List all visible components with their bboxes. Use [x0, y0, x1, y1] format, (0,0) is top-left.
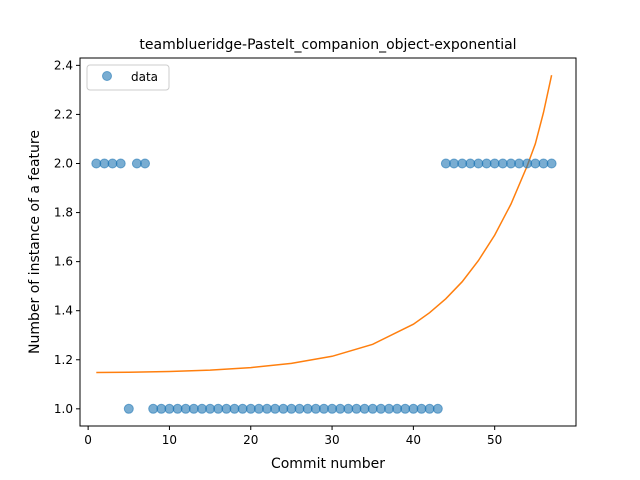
data-point — [546, 158, 557, 169]
data-point — [473, 158, 484, 169]
y-tick-label: 1.0 — [54, 402, 73, 416]
data-point — [188, 403, 199, 414]
data-point — [449, 158, 459, 169]
legend-marker-data — [102, 71, 112, 81]
data-point — [432, 403, 443, 414]
data-point — [530, 158, 541, 169]
data-point — [140, 158, 150, 169]
y-axis-label: Number of instance of a feature — [27, 130, 43, 354]
data-point — [318, 403, 329, 414]
x-axis-label: Commit number — [271, 456, 385, 472]
plot-area — [79, 57, 577, 427]
data-point — [343, 403, 354, 414]
y-tick-label: 2.0 — [54, 156, 73, 170]
data-point — [115, 158, 126, 169]
x-tick-label: 10 — [162, 433, 177, 447]
scatter-layer — [91, 158, 557, 414]
data-point — [270, 403, 281, 414]
data-point — [424, 403, 435, 414]
x-tick-label: 50 — [487, 433, 502, 447]
x-tick-label: 0 — [84, 433, 92, 447]
x-tick-label: 30 — [324, 433, 339, 447]
y-tick-label: 2.4 — [54, 58, 73, 72]
data-point — [123, 403, 134, 414]
data-point — [107, 158, 118, 169]
x-tick-label: 40 — [406, 433, 421, 447]
x-tick-label: 20 — [243, 433, 258, 447]
legend-label-data: data — [131, 70, 158, 84]
data-point — [164, 403, 175, 414]
y-tick-label: 1.6 — [54, 255, 73, 269]
y-tick-label: 1.4 — [54, 304, 73, 318]
data-point — [213, 403, 224, 414]
y-tick-label: 1.8 — [54, 206, 73, 220]
data-point — [497, 158, 508, 169]
chart-title: teamblueridge-PasteIt_companion_object-e… — [139, 37, 516, 53]
data-point — [237, 403, 248, 414]
legend: data — [86, 64, 170, 91]
data-point — [367, 403, 378, 414]
data-point — [400, 403, 411, 414]
x-axis: 0 10 20 30 40 50 — [84, 426, 502, 447]
y-tick-label: 1.2 — [54, 353, 73, 367]
y-axis: 1.0 1.2 1.4 1.6 1.8 2.0 2.2 2.4 — [54, 58, 80, 416]
y-tick-label: 2.2 — [54, 107, 73, 121]
data-point — [294, 403, 305, 414]
